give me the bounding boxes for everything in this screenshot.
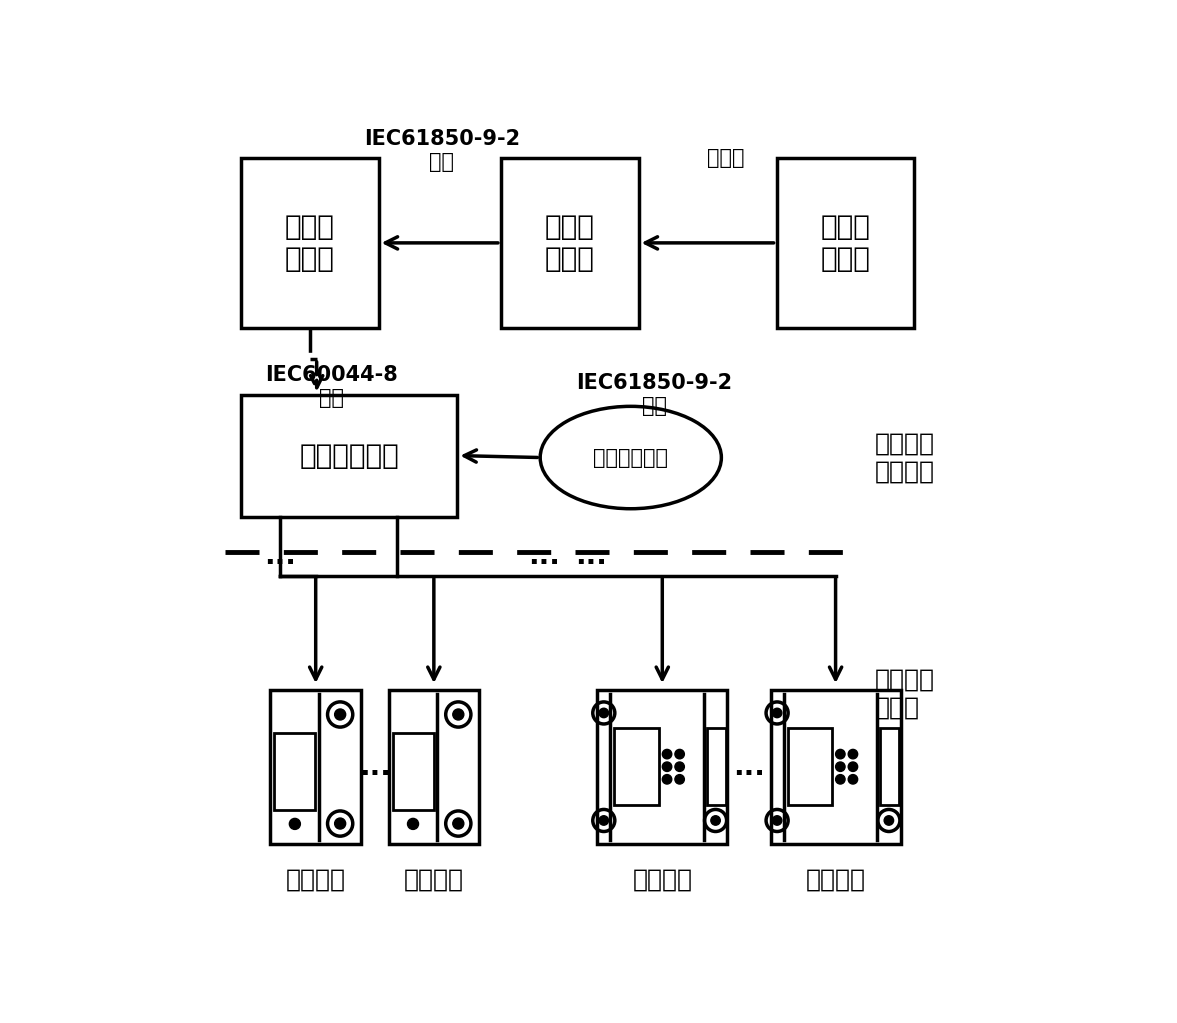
Circle shape [407, 818, 419, 830]
Circle shape [674, 762, 684, 771]
Circle shape [836, 762, 845, 771]
Text: 保护装置: 保护装置 [805, 868, 865, 891]
Text: 测试系统
组成部分: 测试系统 组成部分 [875, 432, 935, 484]
Circle shape [453, 709, 464, 720]
Text: ...: ... [733, 753, 765, 781]
Circle shape [334, 709, 346, 720]
Text: IEC60044-8
报文: IEC60044-8 报文 [265, 365, 398, 408]
Circle shape [674, 750, 684, 759]
FancyBboxPatch shape [271, 690, 361, 844]
Circle shape [772, 815, 782, 826]
Circle shape [711, 815, 720, 826]
Circle shape [663, 750, 672, 759]
Text: 信号转
换单元: 信号转 换单元 [545, 213, 594, 273]
FancyBboxPatch shape [500, 159, 639, 327]
Circle shape [849, 750, 858, 759]
FancyBboxPatch shape [777, 159, 915, 327]
Circle shape [884, 815, 893, 826]
Circle shape [599, 815, 609, 826]
FancyBboxPatch shape [241, 395, 458, 517]
FancyBboxPatch shape [707, 728, 726, 805]
Text: 数据存
储单元: 数据存 储单元 [285, 213, 334, 273]
Circle shape [453, 818, 464, 829]
Text: IEC61850-9-2
报文: IEC61850-9-2 报文 [364, 129, 520, 172]
FancyBboxPatch shape [388, 690, 479, 844]
Text: 测试输出单元: 测试输出单元 [299, 442, 399, 470]
Text: 智能变电
站设备: 智能变电 站设备 [875, 668, 935, 720]
FancyBboxPatch shape [880, 728, 899, 805]
Text: IEC61850-9-2
报文: IEC61850-9-2 报文 [577, 373, 732, 416]
Text: 控制装置: 控制装置 [632, 868, 692, 891]
FancyBboxPatch shape [787, 728, 832, 805]
Circle shape [663, 762, 672, 771]
FancyBboxPatch shape [597, 690, 727, 844]
FancyBboxPatch shape [274, 732, 315, 810]
FancyBboxPatch shape [241, 159, 379, 327]
Circle shape [674, 774, 684, 784]
Text: ...: ... [264, 542, 295, 570]
Text: 合并单元: 合并单元 [404, 868, 464, 891]
Text: ...: ... [576, 542, 607, 570]
Circle shape [772, 708, 782, 718]
FancyBboxPatch shape [392, 732, 433, 810]
Text: ...: ... [528, 542, 560, 570]
Circle shape [663, 774, 672, 784]
Circle shape [849, 762, 858, 771]
Text: ...: ... [359, 753, 391, 781]
Circle shape [836, 774, 845, 784]
FancyBboxPatch shape [614, 728, 659, 805]
Text: 数字仿
真单元: 数字仿 真单元 [820, 213, 870, 273]
Circle shape [290, 818, 300, 830]
Circle shape [334, 818, 346, 829]
Text: 数字量: 数字量 [706, 148, 744, 168]
Text: 合并单元: 合并单元 [286, 868, 346, 891]
Ellipse shape [540, 406, 722, 508]
FancyBboxPatch shape [771, 690, 900, 844]
Circle shape [849, 774, 858, 784]
Circle shape [836, 750, 845, 759]
Text: 时钟同步单元: 时钟同步单元 [593, 447, 669, 468]
Circle shape [599, 708, 609, 718]
